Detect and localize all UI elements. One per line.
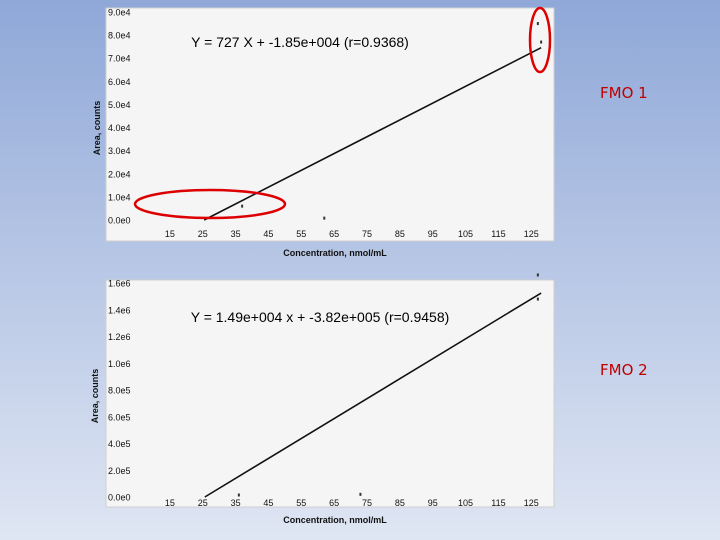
x-tick-label: 105 (458, 229, 473, 239)
x-tick-label: 15 (165, 229, 175, 239)
x-tick-label: 85 (395, 498, 405, 508)
regression-line (203, 46, 542, 221)
y-tick-label: 4.0e4 (108, 123, 131, 133)
x-tick-label: 95 (428, 498, 438, 508)
y-tick-label: 1.2e6 (108, 332, 131, 342)
y-tick-label: 9.0e4 (108, 8, 131, 18)
x-tick-label: 45 (263, 229, 273, 239)
data-point (323, 216, 326, 220)
y-axis-title: Area, counts (90, 369, 100, 424)
chart-2: 0.0e0 2.0e5 4.0e5 6.0e5 8.0e5 1.0e6 1.2e6 1.4e6… (90, 273, 555, 525)
x-tick-label: 85 (395, 229, 405, 239)
x-tick-label: 115 (491, 229, 505, 239)
data-point (359, 492, 362, 496)
x-tick-label: 105 (458, 498, 473, 508)
y-tick-label: 4.0e5 (108, 439, 131, 449)
data-point (540, 40, 543, 44)
y-tick-label: 1.6e6 (108, 279, 131, 289)
x-tick-label: 35 (231, 229, 241, 239)
y-tick-label: 1.0e4 (108, 192, 131, 202)
x-tick-label: 95 (428, 229, 438, 239)
y-tick-label: 2.0e5 (108, 466, 131, 476)
x-tick-label: 35 (231, 498, 241, 508)
x-tick-label: 115 (491, 498, 505, 508)
red-ellipse-high-points (528, 6, 552, 74)
x-tick-label: 75 (362, 229, 372, 239)
y-tick-label: 5.0e4 (108, 100, 131, 110)
y-tick-label: 2.0e4 (108, 169, 131, 179)
x-tick-label: 25 (198, 229, 208, 239)
y-tick-label: 8.0e5 (108, 386, 131, 396)
x-tick-label: 65 (329, 229, 339, 239)
x-tick-label: 55 (296, 229, 306, 239)
data-point (536, 22, 539, 26)
chart-1-series-label: FMO 1 (600, 84, 648, 102)
x-tick-label: 75 (362, 498, 372, 508)
plot-area (105, 7, 555, 242)
y-tick-label: 6.0e5 (108, 412, 131, 422)
fit-equation: Y = 727 X + -1.85e+004 (r=0.9368) (191, 34, 409, 50)
red-ellipse-low-points (133, 188, 287, 220)
x-tick-label: 125 (524, 498, 539, 508)
y-tick-label: 7.0e4 (108, 54, 131, 64)
y-tick-label: 8.0e4 (108, 31, 131, 41)
x-tick-label: 25 (198, 498, 208, 508)
x-axis-title: Concentration, nmol/mL (283, 515, 387, 525)
x-tick-label: 15 (165, 498, 175, 508)
data-point (536, 297, 539, 301)
data-point (241, 204, 244, 208)
x-tick-label: 45 (263, 498, 273, 508)
y-tick-label: 3.0e4 (108, 146, 131, 156)
chart-2-series-label: FMO 2 (600, 361, 648, 379)
y-axis-title: Area, counts (92, 101, 102, 156)
data-point (237, 493, 240, 497)
x-tick-label: 65 (329, 498, 339, 508)
y-tick-label: 0.0e0 (108, 216, 131, 226)
y-tick-label: 6.0e4 (108, 77, 131, 87)
y-tick-label: 1.0e6 (108, 359, 131, 369)
x-tick-label: 125 (524, 229, 539, 239)
plot-area (105, 279, 555, 508)
data-point (536, 273, 539, 277)
chart-1: 0.0e0 1.0e4 2.0e4 3.0e4 4.0e4 5.0e4 6.0e4 7.0e4… (92, 6, 555, 258)
regression-line (204, 292, 542, 498)
x-axis-title: Concentration, nmol/mL (283, 248, 387, 258)
y-tick-label: 1.4e6 (108, 305, 131, 315)
y-tick-label: 0.0e0 (108, 493, 131, 503)
fit-equation: Y = 1.49e+004 x + -3.82e+005 (r=0.9458) (191, 309, 450, 325)
x-tick-label: 55 (296, 498, 306, 508)
